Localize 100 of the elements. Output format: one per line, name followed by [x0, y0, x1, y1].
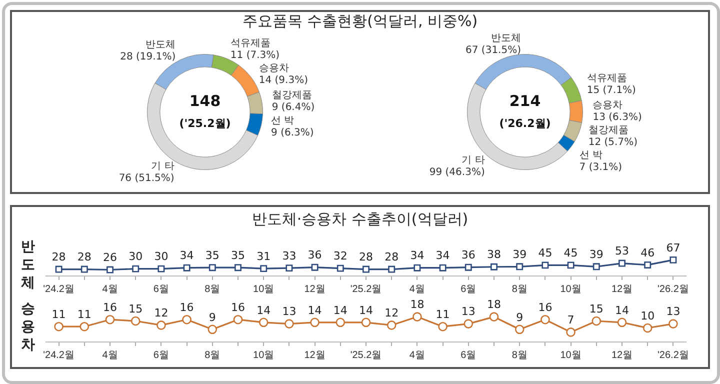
data-label: 13 — [666, 305, 680, 318]
data-label: 67 — [666, 241, 680, 254]
point — [311, 264, 318, 271]
point — [54, 322, 64, 332]
data-label: 12 (5.7%) — [588, 137, 638, 148]
data-label: 28 — [384, 250, 399, 264]
point — [644, 261, 652, 268]
data-label: 76 (51.5%) — [118, 172, 174, 184]
slice-label: 승용차 — [258, 62, 289, 74]
data-label: 14 — [359, 304, 374, 317]
data-label: 12 — [154, 306, 168, 320]
x-tick-label: 4월 — [409, 284, 425, 295]
data-label: 15 (7.1%) — [586, 84, 636, 96]
slice-label: 철강제품 — [272, 90, 312, 101]
point — [336, 264, 344, 272]
point — [516, 263, 524, 270]
x-tick-label: '24.2월 — [43, 350, 74, 361]
point — [208, 264, 216, 272]
point — [260, 265, 268, 272]
point — [464, 264, 472, 271]
point — [182, 314, 192, 324]
data-label: 18 — [410, 298, 424, 312]
x-tick-label: 4월 — [102, 350, 118, 361]
data-label: 35 — [205, 248, 220, 262]
y-axis-title: 반도체 — [20, 238, 36, 292]
data-label: 16 — [538, 300, 552, 314]
data-label: 15 — [128, 302, 143, 316]
slice-label: 선 박 — [579, 150, 602, 162]
x-tick-label: 8월 — [512, 350, 528, 361]
x-tick-label: 12월 — [611, 350, 633, 361]
x-tick-label: 10월 — [253, 350, 274, 361]
data-label: 11 — [77, 308, 92, 321]
data-label: 16 — [231, 300, 246, 314]
point — [208, 324, 218, 334]
x-tick-label: 8월 — [204, 350, 220, 361]
x-tick-label: 12월 — [304, 284, 326, 295]
point — [233, 314, 243, 324]
point — [336, 318, 346, 328]
data-label: 16 — [103, 300, 118, 314]
data-label: 18 — [487, 298, 501, 312]
data-label: 14 (9.3%) — [258, 74, 308, 86]
data-label: 10 — [640, 309, 655, 322]
data-label: 28 — [77, 250, 92, 264]
point — [183, 264, 190, 272]
text: 주요품목 수출현황(억달러, 비중%) — [242, 12, 478, 31]
point — [80, 266, 88, 273]
data-label: 11 — [52, 308, 66, 321]
point — [362, 266, 370, 273]
x-tick-label: 6월 — [460, 350, 476, 361]
data-label: 15 — [589, 302, 604, 316]
y-axis-title: 승용차 — [20, 300, 36, 354]
point — [540, 314, 550, 324]
point — [156, 320, 166, 330]
data-label: 46 — [640, 246, 655, 260]
data-label: 67 (31.5%) — [466, 44, 522, 56]
point — [670, 256, 677, 264]
x-tick-label: 6월 — [153, 350, 169, 361]
slice-label: 승용차 — [592, 100, 623, 112]
data-label: 9 (6.4%) — [272, 102, 315, 113]
slice-label: 기 타 — [462, 155, 485, 166]
point — [258, 318, 268, 328]
x-tick-label: 12월 — [304, 350, 326, 361]
x-tick-label: 8월 — [512, 284, 528, 295]
point — [412, 312, 422, 322]
point — [617, 318, 627, 328]
point — [490, 263, 498, 270]
point — [80, 322, 90, 332]
data-label: 35 — [231, 248, 246, 262]
data-label: 36 — [461, 248, 476, 262]
data-label: 39 — [589, 248, 604, 261]
data-label: 38 — [487, 248, 501, 262]
data-label: 14 — [256, 304, 271, 317]
point — [567, 262, 574, 269]
slice-label: 기 타 — [151, 160, 174, 172]
point — [310, 318, 320, 328]
data-label: 14 — [615, 304, 629, 317]
data-label: 28 — [359, 250, 374, 264]
point — [105, 314, 115, 324]
data-label: 36 — [308, 248, 322, 262]
data-label: 30 — [154, 250, 168, 264]
point — [414, 264, 421, 272]
data-label: 53 — [615, 244, 629, 258]
x-tick-label: 6월 — [460, 284, 476, 295]
data-label: 11 — [436, 308, 450, 321]
text: ('26.2월) — [499, 116, 551, 130]
x-tick-label: 10월 — [560, 284, 582, 295]
point — [130, 316, 140, 326]
x-tick-label: 10월 — [253, 284, 274, 295]
data-label: 9 (6.3%) — [271, 128, 314, 139]
point — [388, 266, 396, 273]
point — [234, 264, 242, 272]
data-label: 13 — [461, 305, 476, 318]
data-label: 34 — [436, 249, 450, 262]
data-label: 33 — [282, 249, 296, 262]
x-tick-label: '26.2월 — [658, 284, 689, 295]
data-label: 7 — [567, 314, 574, 327]
point — [464, 319, 474, 328]
point — [158, 265, 165, 272]
data-label: 39 — [512, 248, 527, 261]
data-label: 9 — [208, 310, 216, 324]
